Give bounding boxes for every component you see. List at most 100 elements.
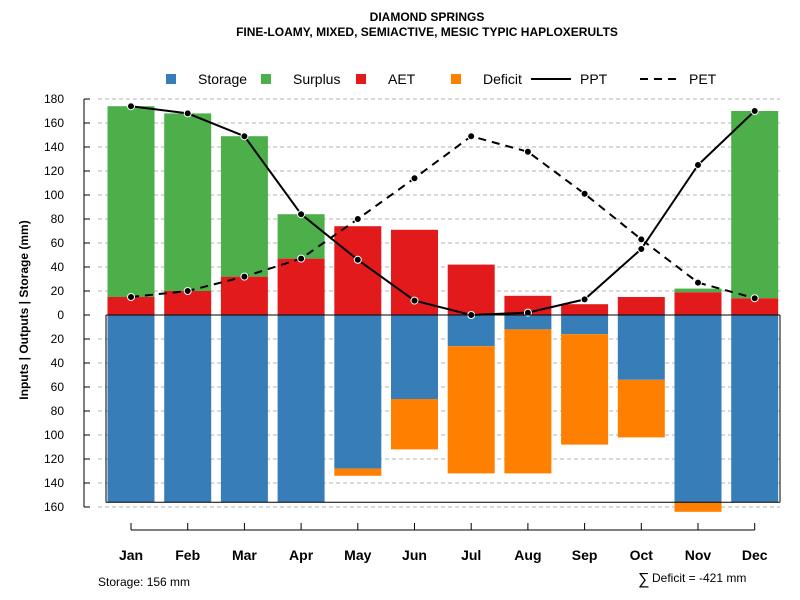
ppt-point [580,295,589,304]
y-tick-label: 120 [44,452,64,466]
month-label: Jul [461,547,481,563]
surplus-bar [220,136,268,277]
storage-bar [504,315,552,330]
month-label: Mar [232,547,257,563]
month-label: Nov [685,547,712,563]
aet-bar [731,298,779,315]
storage-bar [220,315,268,503]
month-label: Apr [289,547,314,563]
pet-point [750,294,759,303]
storage-bar [107,315,155,503]
storage-bar [447,315,495,347]
surplus-bar [674,288,722,293]
ppt-point [694,161,702,169]
legend-swatch [356,74,366,84]
deficit-bar [561,334,609,445]
y-axis-label: Inputs | Outputs | Storage (mm) [17,220,31,399]
y-tick-label: 20 [51,284,65,298]
deficit-bar [617,379,665,438]
storage-bar [334,315,382,469]
pet-point [580,189,589,198]
ppt-point [297,210,306,219]
month-label: Dec [742,547,768,563]
axes: 180 160 140 120 100 80 60 40 20 0 20 40 60 80 100 120 14… [44,92,781,563]
ppt-point [523,308,532,317]
ppt-point [183,109,192,118]
month-label: Sep [572,547,598,563]
pet-point [694,278,702,287]
ppt-point [240,132,249,141]
pet-point [353,215,362,223]
ppt-point [353,255,362,264]
deficit-bar [391,399,438,450]
legend-swatch [166,74,176,84]
ppt-point [127,102,135,111]
aet-bar [220,276,268,315]
y-tick-label: 20 [51,332,65,346]
y-tick-label: 80 [51,404,65,418]
pet-line [130,135,755,300]
month-label: May [344,547,371,563]
y-tick-label: 40 [51,260,65,274]
pet-point [637,235,646,244]
y-tick-label: 140 [44,140,64,154]
aet-bar [561,304,609,315]
series-lines [127,102,759,319]
deficit-bar [504,329,552,474]
pet-point [523,147,532,156]
y-tick-label: 140 [44,476,64,490]
chart-subtitle: FINE-LOAMY, MIXED, SEMIACTIVE, MESIC TYP… [236,25,618,39]
aet-bar [277,258,325,315]
storage-bar [561,315,609,335]
pet-point [183,287,192,295]
ppt-point [410,296,419,305]
legend: Storage Surplus AET Deficit PPT PET [166,71,717,87]
deficit-bar [674,502,722,512]
storage-bar [164,315,212,503]
storage-bar [674,315,722,503]
y-tick-label: 40 [51,356,65,370]
month-label: Aug [514,547,541,563]
y-tick-label: 160 [44,500,64,514]
month-label: Feb [175,547,200,563]
storage-bar [731,315,779,503]
sigma-icon: ∑ [638,571,649,588]
pet-point [127,293,135,301]
aet-bar [107,297,155,315]
ppt-point [750,107,759,115]
pet-point [297,254,306,263]
y-tick-label: 0 [57,308,64,322]
month-label: Jan [119,547,143,563]
legend-swatch [451,74,461,84]
pet-point [240,272,249,281]
legend-label: PPT [580,71,608,87]
y-tick-label: 180 [44,92,64,106]
deficit-bar [334,468,382,476]
surplus-bar [277,214,325,259]
month-label: Jun [402,547,427,563]
pet-point [410,174,419,183]
legend-label: PET [689,71,717,87]
legend-label: Storage [198,71,247,87]
storage-footnote: Storage: 156 mm [98,575,190,589]
storage-bar [277,315,325,503]
surplus-bar [164,113,212,292]
y-tick-label: 60 [51,236,65,250]
legend-swatch [261,74,271,84]
deficit-bar [447,346,495,474]
month-label: Oct [630,547,654,563]
y-tick-label: 100 [44,188,64,202]
pet-point [467,132,476,141]
y-tick-label: 160 [44,116,64,130]
ppt-line [130,105,756,317]
gridlines [98,98,780,508]
storage-bar [617,315,665,380]
aet-bar [674,292,722,315]
y-tick-label: 60 [51,380,65,394]
ppt-point [637,245,646,253]
aet-bar [617,297,665,315]
aet-bar [447,264,495,315]
deficit-footnote: Deficit = -421 mm [652,571,746,585]
bars [107,106,779,512]
